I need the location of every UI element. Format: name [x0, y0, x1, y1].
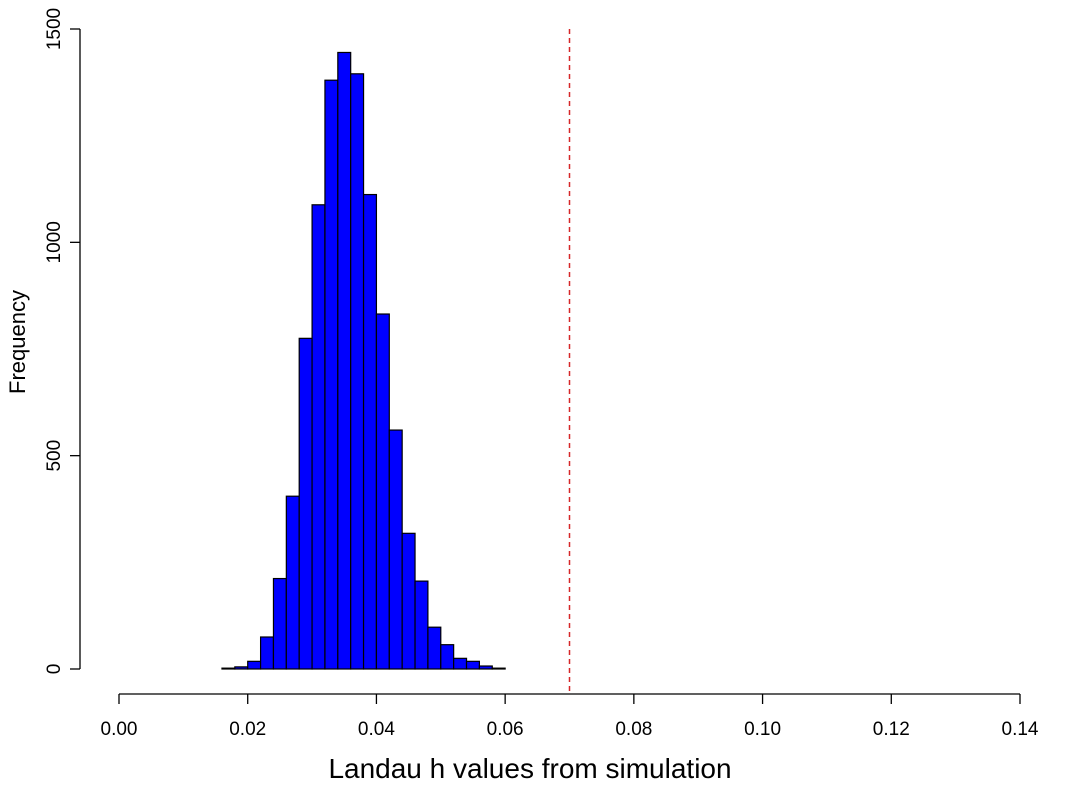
- x-tick-label: 0.12: [873, 719, 910, 740]
- histogram-bar: [311, 204, 326, 670]
- histogram-bar: [375, 313, 390, 670]
- y-tick-label: 1000: [44, 221, 65, 263]
- histogram-bar: [427, 626, 442, 670]
- x-tick-label: 0.02: [229, 719, 266, 740]
- histogram-bar: [414, 580, 429, 670]
- y-axis: 0 500 1000 1500: [44, 8, 81, 675]
- histogram-bar: [272, 577, 287, 670]
- histogram-bar: [221, 667, 236, 670]
- histogram-bar: [465, 660, 480, 670]
- histogram-bar: [440, 644, 455, 670]
- x-axis-title: Landau h values from simulation: [328, 753, 731, 784]
- histogram-bar: [285, 495, 300, 670]
- histogram-bars: [221, 51, 506, 670]
- histogram-bar: [324, 79, 339, 670]
- histogram-bar: [388, 429, 403, 670]
- histogram-bar: [491, 667, 506, 670]
- histogram-bar: [453, 657, 468, 670]
- histogram-bar: [234, 666, 249, 670]
- x-tick-label: 0.06: [487, 719, 524, 740]
- x-axis: 0.00 0.02 0.04 0.06 0.08 0.10 0.12 0.14: [101, 693, 1039, 740]
- y-tick-label: 0: [44, 664, 65, 675]
- x-tick-label: 0.08: [615, 719, 652, 740]
- histogram-bar: [362, 193, 378, 670]
- histogram-bar: [401, 532, 416, 670]
- y-tick-label: 1500: [44, 8, 65, 50]
- histogram-bar: [259, 636, 275, 670]
- x-tick-label: 0.00: [101, 719, 138, 740]
- histogram-bar: [478, 665, 493, 670]
- y-tick-label: 500: [44, 440, 65, 472]
- y-axis-title: Frequency: [5, 290, 30, 394]
- histogram-bar: [337, 51, 352, 670]
- histogram-bar: [247, 660, 262, 670]
- x-tick-label: 0.04: [358, 719, 395, 740]
- x-tick-label: 0.10: [744, 719, 781, 740]
- x-tick-label: 0.14: [1002, 719, 1039, 740]
- histogram-bar: [298, 337, 313, 670]
- histogram-bar: [350, 73, 365, 670]
